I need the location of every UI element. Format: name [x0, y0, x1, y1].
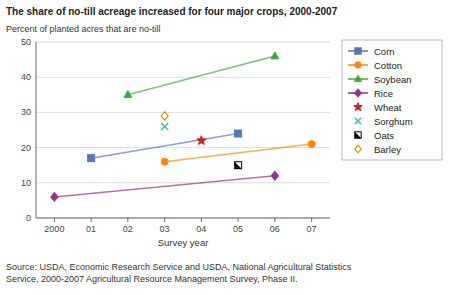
x-tick: [54, 218, 55, 222]
grid-line: [36, 42, 330, 43]
legend-marker: [355, 89, 361, 97]
x-tick: [91, 218, 92, 222]
x-tick-label: 07: [307, 224, 317, 234]
point: [51, 193, 58, 201]
legend-marker: [354, 75, 361, 81]
x-axis-label: Survey year: [158, 237, 209, 248]
point: [271, 52, 279, 59]
x-tick-label: 01: [86, 224, 96, 234]
point: [88, 155, 95, 162]
point: [197, 136, 206, 145]
trend-line: [54, 176, 275, 197]
legend-marker: [355, 132, 361, 138]
x-axis: [36, 218, 330, 219]
marker-shape: [355, 62, 361, 68]
marker-shape: [235, 130, 242, 137]
legend-marker: [355, 48, 361, 54]
marker-fill: [355, 132, 361, 138]
y-tick-label: 50: [21, 37, 31, 47]
x-tick-label: 03: [160, 224, 170, 234]
y-axis-label: Percent of planted acres that are no-til…: [6, 24, 161, 34]
legend-marker: [354, 103, 363, 111]
trend-line: [165, 144, 312, 162]
source-note: Service, 2000-2007 Agricultural Resource…: [6, 274, 298, 284]
x-tick-label: 05: [233, 224, 243, 234]
legend-box: [342, 40, 442, 160]
x-tick: [238, 218, 239, 222]
marker-shape: [354, 103, 363, 111]
marker-shape: [271, 52, 279, 59]
marker-shape: [355, 132, 361, 138]
legend-label: Rice: [374, 88, 393, 99]
trend-line: [128, 56, 275, 95]
point: [271, 172, 278, 180]
x-tick-label: 2000: [44, 224, 64, 234]
marker-shape: [355, 118, 361, 124]
point: [124, 91, 132, 98]
grid-line: [36, 77, 330, 78]
x-tick: [274, 218, 275, 222]
grid-line: [36, 182, 330, 183]
chart: The share of no-till acreage increased f…: [0, 0, 450, 295]
marker-shape: [161, 123, 168, 130]
x-tick: [201, 218, 202, 222]
y-tick-label: 10: [21, 178, 31, 188]
marker-shape: [88, 155, 95, 162]
grid-line: [36, 218, 330, 219]
legend-marker: [355, 118, 361, 124]
x-tick-label: 02: [123, 224, 133, 234]
marker-shape: [355, 48, 361, 54]
x-tick: [127, 218, 128, 222]
y-tick-label: 30: [21, 107, 31, 117]
legend-label: Cotton: [374, 60, 402, 71]
point: [161, 158, 168, 165]
legend-label: Wheat: [374, 102, 402, 113]
legend-marker: [355, 62, 361, 68]
marker-shape: [197, 136, 206, 145]
marker-shape: [271, 172, 278, 180]
marker-shape: [161, 158, 168, 165]
grid-line: [36, 112, 330, 113]
marker-shape: [51, 193, 58, 201]
x-tick: [164, 218, 165, 222]
legend-label: Barley: [374, 144, 401, 155]
plot-area: [51, 52, 315, 201]
x-tick-label: 06: [270, 224, 280, 234]
x-tick: [311, 218, 312, 222]
legend-label: Corn: [374, 46, 395, 57]
marker-fill: [235, 162, 242, 169]
marker-shape: [235, 162, 242, 169]
source-note: Source: USDA, Economic Research Service …: [6, 262, 352, 272]
marker-shape: [308, 141, 315, 148]
legend-label: Sorghum: [374, 116, 413, 127]
legend-marker: [355, 145, 361, 153]
point: [161, 112, 168, 120]
title: The share of no-till acreage increased f…: [6, 6, 338, 17]
x-tick-label: 04: [196, 224, 206, 234]
y-axis: [36, 42, 37, 218]
legend-label: Oats: [374, 130, 394, 141]
point: [235, 130, 242, 137]
legend: Corn Cotton Soybean Rice Wheat Sorghum Oats Bar…: [342, 40, 442, 160]
marker-shape: [355, 89, 361, 97]
y-tick-label: 0: [26, 213, 31, 223]
y-tick-label: 40: [21, 72, 31, 82]
legend-label: Soybean: [374, 74, 412, 85]
point: [308, 141, 315, 148]
trend-line: [91, 134, 238, 159]
point: [161, 123, 168, 130]
point: [235, 162, 242, 169]
marker-shape: [124, 91, 132, 98]
marker-shape: [355, 145, 361, 153]
marker-shape: [354, 75, 361, 81]
marker-shape: [161, 112, 168, 120]
grid: [36, 42, 330, 218]
y-tick-label: 20: [21, 143, 31, 153]
